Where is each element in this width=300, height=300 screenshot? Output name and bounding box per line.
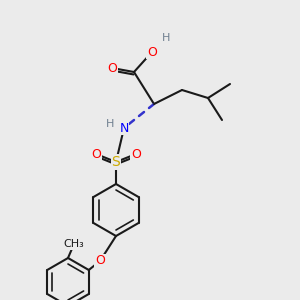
Text: O: O — [91, 148, 101, 160]
Text: CH₃: CH₃ — [64, 239, 84, 249]
Text: O: O — [147, 46, 157, 59]
Text: H: H — [106, 119, 114, 129]
Text: S: S — [112, 155, 120, 169]
Text: O: O — [131, 148, 141, 160]
Text: O: O — [107, 61, 117, 74]
Text: N: N — [119, 122, 129, 134]
Text: O: O — [95, 254, 105, 268]
Text: H: H — [162, 33, 170, 43]
